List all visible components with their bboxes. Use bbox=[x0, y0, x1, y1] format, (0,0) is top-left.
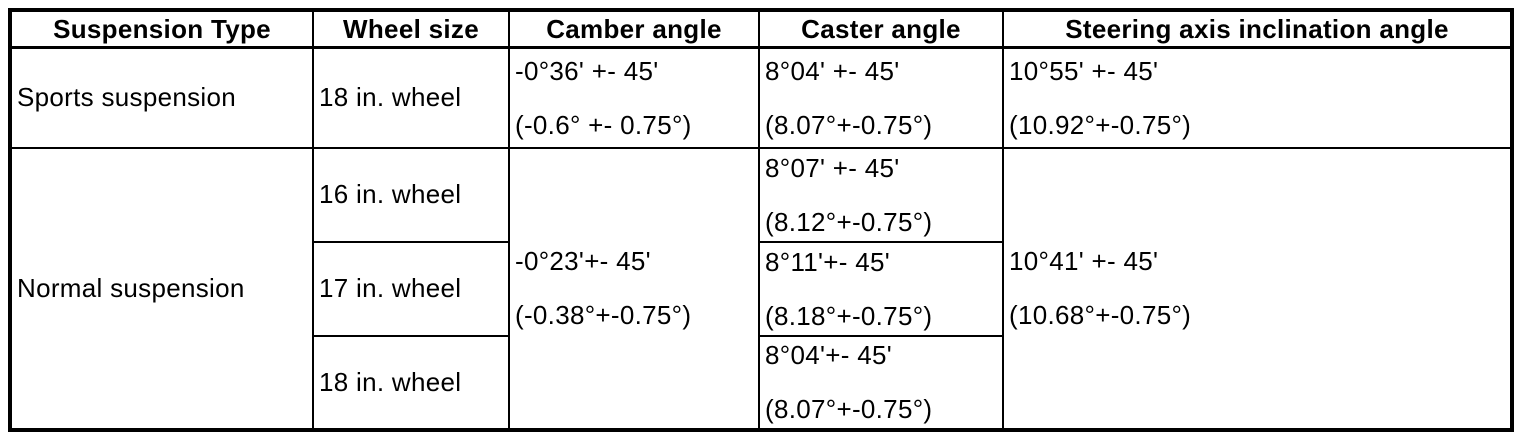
steering-value-decimal: (10.68°+-0.75°) bbox=[1009, 300, 1192, 330]
cell-normal-suspension-type: Normal suspension bbox=[9, 146, 314, 431]
camber-value-decimal: (-0.38°+-0.75°) bbox=[515, 300, 692, 330]
cell-normal-caster-angle-18: 8°04'+- 45' (8.07°+-0.75°) bbox=[758, 334, 1004, 431]
caster-value-decimal: (8.18°+-0.75°) bbox=[765, 300, 933, 331]
cell-normal-wheel-size-18: 18 in. wheel bbox=[312, 334, 510, 431]
camber-value-minutes: -0°36' +- 45' bbox=[515, 55, 659, 86]
table-row-normal-16in: Normal suspension 16 in. wheel -0°23'+- … bbox=[9, 146, 1513, 431]
caster-value-minutes: 8°04'+- 45' bbox=[765, 340, 892, 370]
caster-value-decimal: (8.12°+-0.75°) bbox=[765, 206, 933, 237]
cell-normal-caster-angle-16: 8°07' +- 45' (8.12°+-0.75°) bbox=[758, 146, 1004, 243]
cell-normal-wheel-size-16: 16 in. wheel bbox=[312, 146, 510, 243]
caster-value-decimal: (8.07°+-0.75°) bbox=[765, 394, 933, 424]
table-row-sports: Sports suspension 18 in. wheel -0°36' +-… bbox=[9, 46, 1513, 149]
cell-sports-wheel-size: 18 in. wheel bbox=[312, 46, 510, 149]
cell-normal-wheel-size-17: 17 in. wheel bbox=[312, 240, 510, 337]
camber-value-decimal: (-0.6° +- 0.75°) bbox=[515, 109, 692, 140]
header-row: Suspension Type Wheel size Camber angle … bbox=[9, 9, 1513, 49]
col-header-wheel-size: Wheel size bbox=[312, 9, 510, 49]
table-row-normal-17in: 17 in. wheel 8°11'+- 45' (8.18°+-0.75°) bbox=[10, 240, 1512, 337]
steering-value-decimal: (10.92°+-0.75°) bbox=[1009, 109, 1192, 140]
cell-normal-camber-angle: -0°23'+- 45' (-0.38°+-0.75°) bbox=[508, 146, 760, 431]
camber-value-minutes: -0°23'+- 45' bbox=[515, 246, 651, 276]
cell-sports-camber-angle: -0°36' +- 45' (-0.6° +- 0.75°) bbox=[508, 46, 760, 149]
suspension-spec-table: Suspension Type Wheel size Camber angle … bbox=[8, 8, 1514, 432]
col-header-steering-axis-inclination-angle: Steering axis inclination angle bbox=[1002, 9, 1513, 49]
caster-value-decimal: (8.07°+-0.75°) bbox=[765, 109, 933, 140]
table-row-normal-18in: 18 in. wheel 8°04'+- 45' (8.07°+-0.75°) bbox=[10, 334, 1512, 431]
caster-value-minutes: 8°11'+- 45' bbox=[765, 246, 891, 277]
col-header-suspension-type: Suspension Type bbox=[9, 9, 314, 49]
cell-sports-steering-axis: 10°55' +- 45' (10.92°+-0.75°) bbox=[1002, 46, 1513, 149]
steering-value-minutes: 10°55' +- 45' bbox=[1009, 55, 1159, 86]
cell-sports-suspension-type: Sports suspension bbox=[9, 46, 314, 149]
steering-value-minutes: 10°41' +- 45' bbox=[1009, 246, 1159, 276]
caster-value-minutes: 8°04' +- 45' bbox=[765, 55, 900, 86]
cell-normal-steering-axis: 10°41' +- 45' (10.68°+-0.75°) bbox=[1002, 146, 1513, 431]
caster-value-minutes: 8°07' +- 45' bbox=[765, 152, 900, 183]
col-header-caster-angle: Caster angle bbox=[758, 9, 1004, 49]
col-header-camber-angle: Camber angle bbox=[508, 9, 760, 49]
cell-sports-caster-angle: 8°04' +- 45' (8.07°+-0.75°) bbox=[758, 46, 1004, 149]
cell-normal-caster-angle-17: 8°11'+- 45' (8.18°+-0.75°) bbox=[758, 240, 1004, 337]
